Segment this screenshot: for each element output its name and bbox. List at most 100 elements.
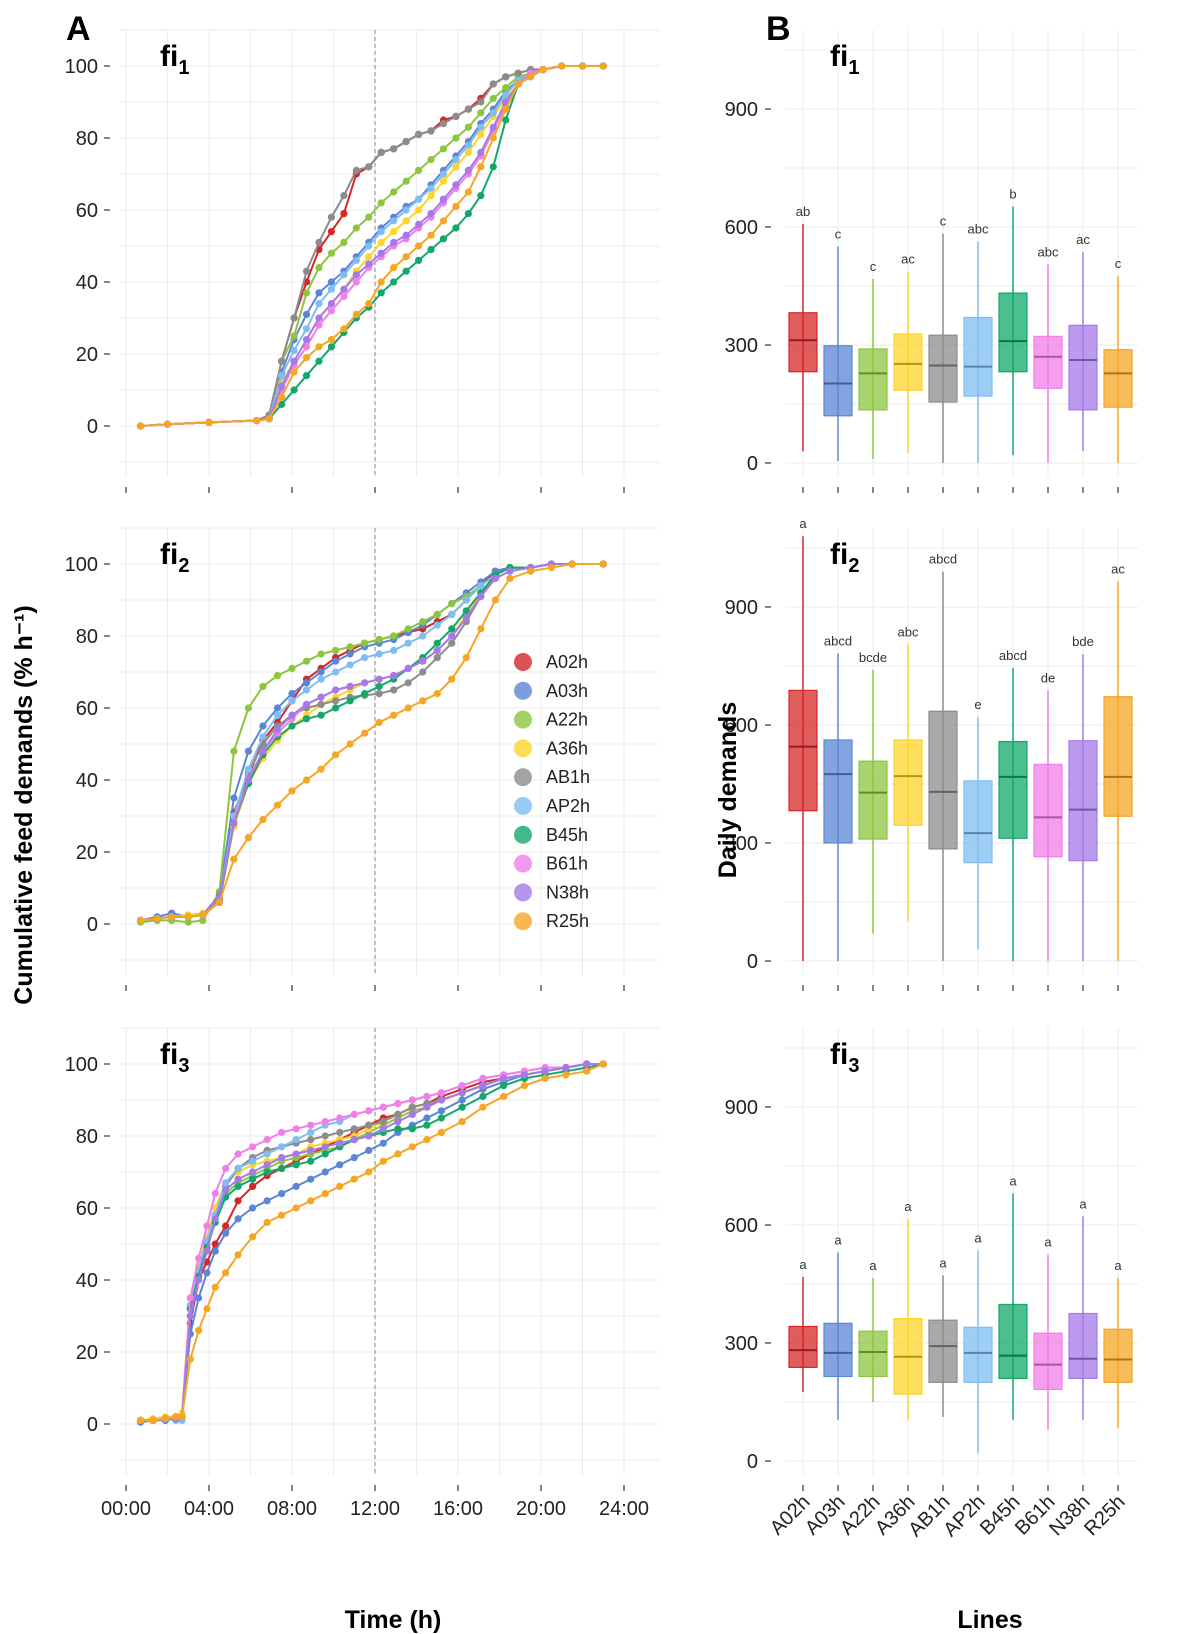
series-point-AP2h bbox=[290, 346, 298, 354]
y-tick-label: 80 bbox=[76, 128, 98, 150]
series-point-N38h bbox=[477, 592, 485, 601]
series-point-A22h bbox=[477, 109, 485, 117]
series-point-N38h bbox=[290, 357, 298, 365]
series-point-AB1h bbox=[327, 213, 336, 221]
series-line-A03h bbox=[140, 563, 604, 922]
box-B45h bbox=[998, 292, 1028, 373]
series-point-A03h bbox=[317, 668, 325, 676]
facet-label-fi2: fi2 bbox=[830, 538, 859, 577]
series-point-R25h bbox=[317, 765, 325, 773]
significance-letter-N38h: ac bbox=[1076, 232, 1090, 247]
series-point-R25h bbox=[315, 343, 323, 351]
series-point-A22h bbox=[317, 650, 325, 658]
series-point-N38h bbox=[433, 646, 441, 655]
series-point-R25h bbox=[502, 105, 510, 113]
series-point-A03h bbox=[278, 1190, 286, 1198]
series-point-N38h bbox=[365, 260, 373, 268]
series-point-R25h bbox=[290, 368, 298, 376]
series-point-R25h bbox=[599, 1060, 607, 1068]
series-point-AB1h bbox=[452, 112, 460, 120]
series-point-R25h bbox=[458, 1118, 466, 1126]
series-point-R25h bbox=[253, 417, 261, 425]
series-point-A03h bbox=[203, 1269, 211, 1277]
series-line-B45h bbox=[140, 563, 604, 922]
series-point-AB1h bbox=[390, 686, 398, 694]
legend-label-B45h: B45h bbox=[546, 825, 588, 845]
series-point-B61h bbox=[458, 1082, 466, 1090]
series-point-B45h bbox=[317, 711, 325, 719]
y-tick-label: 600 bbox=[725, 217, 758, 239]
series-line-B61h bbox=[140, 563, 604, 922]
series-point-A22h bbox=[331, 646, 340, 655]
box-AB1h bbox=[928, 710, 958, 850]
series-point-R25h bbox=[404, 704, 412, 712]
series-point-N38h bbox=[506, 567, 514, 575]
series-point-N38h bbox=[222, 1186, 230, 1194]
series-point-B45h bbox=[439, 235, 448, 243]
series-point-AP2h bbox=[317, 675, 325, 683]
significance-letter-A22h: bcde bbox=[859, 650, 887, 665]
series-point-A03h bbox=[230, 794, 238, 802]
x-tick-label: 12:00 bbox=[350, 1498, 400, 1520]
series-point-R25h bbox=[203, 1305, 211, 1313]
series-point-A03h bbox=[379, 1139, 387, 1147]
series-point-A03h bbox=[248, 1204, 257, 1212]
series-point-N38h bbox=[462, 614, 470, 622]
series-point-AP2h bbox=[352, 256, 360, 264]
series-point-R25h bbox=[578, 62, 587, 70]
series-point-R25h bbox=[527, 73, 535, 81]
series-point-R25h bbox=[558, 62, 566, 70]
legend-key-A36h bbox=[514, 739, 532, 758]
series-point-N38h bbox=[307, 1146, 315, 1154]
facet-label-fi1: fi1 bbox=[830, 40, 859, 79]
series-point-R25h bbox=[452, 202, 460, 210]
series-point-A22h bbox=[427, 156, 435, 164]
y-tick-label: 100 bbox=[65, 56, 98, 78]
box-B45h bbox=[998, 740, 1028, 839]
series-point-AB1h bbox=[390, 145, 398, 153]
series-point-R25h bbox=[136, 1416, 145, 1424]
x-tick-label: 20:00 bbox=[516, 1498, 566, 1520]
series-point-A22h bbox=[315, 264, 323, 272]
series-point-A03h bbox=[263, 1197, 271, 1205]
series-point-N38h bbox=[562, 1064, 570, 1072]
series-point-R25h bbox=[547, 564, 555, 572]
series-point-N38h bbox=[259, 747, 267, 755]
significance-letter-N38h: a bbox=[1079, 1196, 1087, 1211]
series-point-R25h bbox=[263, 1218, 271, 1226]
series-point-B45h bbox=[448, 625, 456, 633]
x-tick-label: 24:00 bbox=[599, 1498, 649, 1520]
series-point-AB1h bbox=[419, 668, 427, 676]
y-tick-label: 0 bbox=[747, 1451, 758, 1473]
series-point-A03h bbox=[211, 1247, 219, 1255]
series-point-B61h bbox=[423, 1092, 431, 1100]
series-point-R25h bbox=[375, 718, 383, 727]
y-tick-label: 60 bbox=[76, 1198, 98, 1220]
series-point-N38h bbox=[195, 1276, 203, 1284]
series-point-AB1h bbox=[278, 357, 286, 365]
legend-key-A22h bbox=[514, 710, 532, 729]
series-point-R25h bbox=[302, 354, 311, 362]
series-point-A22h bbox=[390, 188, 398, 196]
box-facet-3: 0300600900fi3aaaaaaaaaaA02hA03hA22hA36hA… bbox=[725, 1028, 1138, 1541]
series-point-R25h bbox=[259, 816, 267, 824]
y-tick-label: 300 bbox=[725, 335, 758, 357]
significance-letter-B61h: de bbox=[1041, 670, 1055, 685]
y-tick-label: 0 bbox=[747, 453, 758, 475]
series-point-A03h bbox=[423, 1114, 431, 1122]
y-tick-label: 20 bbox=[76, 1342, 98, 1364]
series-point-A22h bbox=[244, 704, 253, 712]
series-point-B61h bbox=[352, 278, 360, 286]
line-facet-2: 0 20 40 60 80 100 fi2 bbox=[65, 527, 660, 991]
series-point-A22h bbox=[340, 238, 348, 246]
series-point-A03h bbox=[302, 310, 311, 318]
series-point-R25h bbox=[439, 217, 448, 225]
y-tick-label: 40 bbox=[76, 1270, 98, 1292]
series-point-AB1h bbox=[448, 639, 456, 647]
series-point-A22h bbox=[404, 625, 412, 633]
series-point-R25h bbox=[562, 1071, 570, 1079]
series-point-A02h bbox=[248, 1182, 257, 1190]
series-point-R25h bbox=[464, 188, 472, 196]
legend-key-AB1h bbox=[514, 768, 532, 787]
series-point-R25h bbox=[346, 740, 354, 748]
